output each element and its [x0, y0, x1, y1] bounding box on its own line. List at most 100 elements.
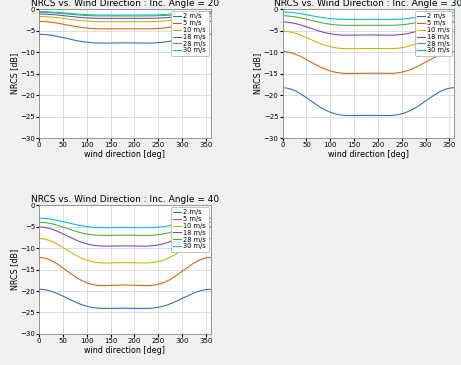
Line: 10 m/s: 10 m/s — [39, 239, 211, 263]
5 m/s — [36, 255, 42, 260]
2 m/s — [154, 41, 160, 45]
5 m/s — [208, 19, 213, 24]
Line: 28 m/s: 28 m/s — [39, 12, 211, 16]
10 m/s — [36, 14, 42, 19]
2 m/s — [112, 41, 118, 45]
5 m/s — [106, 283, 112, 288]
18 m/s — [170, 238, 176, 243]
10 m/s — [208, 14, 213, 19]
5 m/s — [106, 27, 111, 31]
10 m/s — [414, 41, 419, 46]
28 m/s — [414, 20, 419, 25]
5 m/s — [54, 261, 59, 266]
5 m/s — [384, 71, 390, 76]
Legend: 2 m/s, 5 m/s, 10 m/s, 18 m/s, 28 m/s, 30 m/s: 2 m/s, 5 m/s, 10 m/s, 18 m/s, 28 m/s, 30… — [171, 11, 209, 56]
X-axis label: wind direction [deg]: wind direction [deg] — [328, 150, 409, 158]
Title: NRCS vs. Wind Direction : Inc. Angle = 30: NRCS vs. Wind Direction : Inc. Angle = 3… — [274, 0, 461, 8]
Line: 5 m/s: 5 m/s — [39, 257, 211, 286]
28 m/s — [208, 10, 213, 15]
2 m/s — [280, 85, 285, 90]
2 m/s — [297, 91, 303, 96]
Legend: 2 m/s, 5 m/s, 10 m/s, 18 m/s, 28 m/s, 30 m/s: 2 m/s, 5 m/s, 10 m/s, 18 m/s, 28 m/s, 30… — [414, 11, 452, 56]
30 m/s — [280, 10, 285, 14]
2 m/s — [154, 305, 160, 310]
30 m/s — [154, 13, 160, 17]
10 m/s — [142, 19, 148, 24]
Line: 2 m/s: 2 m/s — [39, 289, 211, 308]
5 m/s — [154, 26, 160, 31]
5 m/s — [417, 63, 422, 68]
10 m/s — [112, 19, 118, 24]
Line: 10 m/s: 10 m/s — [283, 31, 454, 49]
30 m/s — [208, 216, 213, 220]
18 m/s — [54, 229, 59, 233]
5 m/s — [112, 27, 118, 31]
2 m/s — [173, 38, 179, 42]
28 m/s — [398, 23, 403, 27]
5 m/s — [451, 50, 457, 54]
2 m/s — [398, 112, 403, 116]
30 m/s — [355, 17, 361, 22]
5 m/s — [101, 284, 107, 288]
18 m/s — [104, 244, 109, 248]
18 m/s — [154, 243, 160, 247]
2 m/s — [383, 114, 389, 118]
18 m/s — [355, 33, 361, 37]
28 m/s — [106, 233, 112, 238]
Line: 5 m/s: 5 m/s — [283, 52, 454, 73]
10 m/s — [154, 260, 160, 264]
Line: 5 m/s: 5 m/s — [39, 22, 211, 29]
28 m/s — [36, 10, 42, 15]
2 m/s — [208, 287, 213, 292]
2 m/s — [106, 306, 111, 311]
30 m/s — [36, 216, 42, 220]
2 m/s — [349, 114, 355, 118]
2 m/s — [54, 34, 59, 38]
18 m/s — [173, 15, 179, 19]
5 m/s — [112, 283, 118, 288]
10 m/s — [106, 19, 111, 24]
10 m/s — [417, 40, 422, 45]
5 m/s — [54, 21, 59, 25]
30 m/s — [297, 11, 303, 16]
Y-axis label: NRCS [dB]: NRCS [dB] — [253, 53, 262, 94]
2 m/s — [36, 32, 42, 36]
Line: 30 m/s: 30 m/s — [39, 12, 211, 15]
10 m/s — [398, 46, 403, 50]
28 m/s — [54, 11, 59, 15]
10 m/s — [173, 252, 179, 256]
2 m/s — [36, 287, 42, 292]
30 m/s — [54, 10, 59, 15]
Line: 30 m/s: 30 m/s — [39, 218, 211, 228]
18 m/s — [398, 32, 403, 37]
X-axis label: wind direction [deg]: wind direction [deg] — [84, 346, 165, 354]
18 m/s — [208, 12, 213, 16]
30 m/s — [104, 226, 109, 230]
18 m/s — [154, 16, 160, 20]
28 m/s — [170, 230, 176, 234]
2 m/s — [355, 113, 361, 118]
28 m/s — [173, 12, 179, 17]
10 m/s — [36, 237, 42, 241]
10 m/s — [280, 29, 285, 34]
18 m/s — [106, 16, 112, 20]
30 m/s — [398, 17, 403, 21]
30 m/s — [112, 13, 118, 17]
18 m/s — [54, 13, 59, 17]
Line: 18 m/s: 18 m/s — [39, 14, 211, 18]
28 m/s — [36, 220, 42, 224]
28 m/s — [347, 23, 353, 28]
28 m/s — [349, 23, 355, 28]
2 m/s — [208, 32, 213, 36]
Line: 18 m/s: 18 m/s — [39, 227, 211, 246]
2 m/s — [170, 38, 176, 43]
28 m/s — [112, 14, 118, 18]
28 m/s — [106, 14, 112, 18]
18 m/s — [170, 15, 176, 19]
5 m/s — [173, 273, 179, 278]
Line: 30 m/s: 30 m/s — [283, 12, 454, 19]
Line: 28 m/s: 28 m/s — [283, 16, 454, 26]
5 m/s — [398, 70, 403, 74]
30 m/s — [170, 223, 176, 227]
Y-axis label: NRCS [dB]: NRCS [dB] — [10, 249, 19, 290]
